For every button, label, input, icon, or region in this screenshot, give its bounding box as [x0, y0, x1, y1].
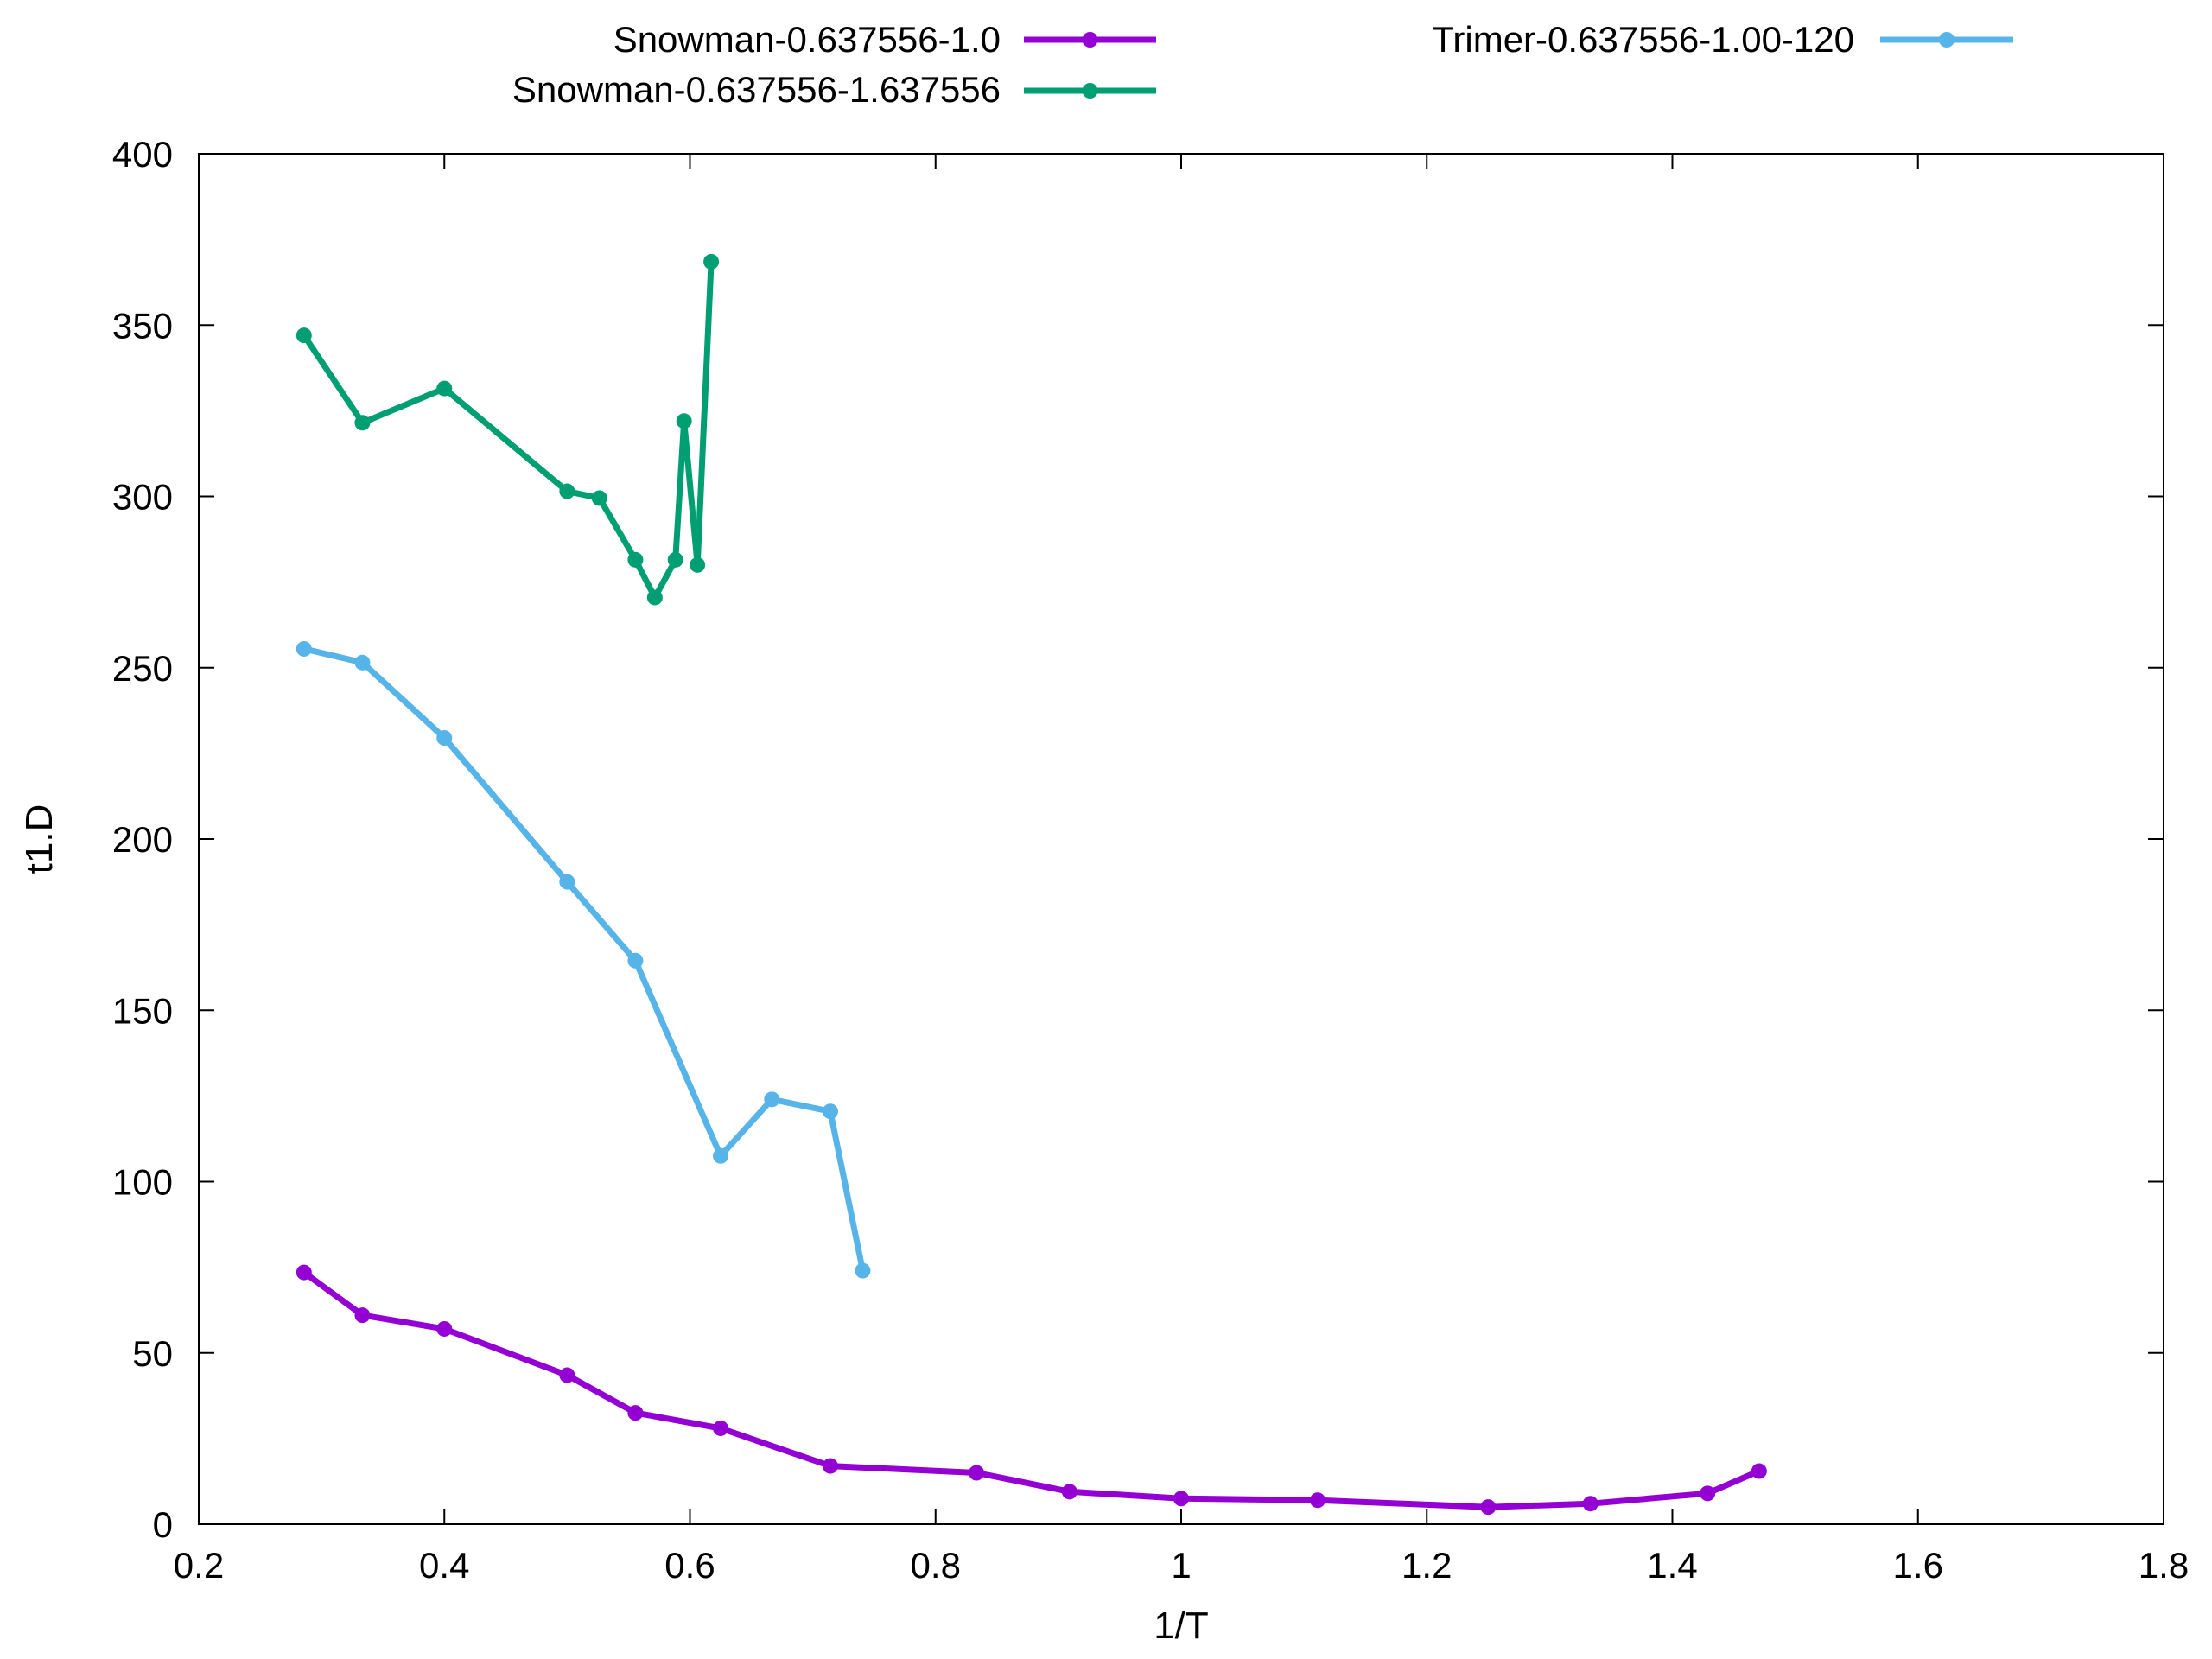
legend-label: Snowman-0.637556-1.0	[613, 19, 1001, 60]
data-point	[627, 551, 644, 568]
data-point	[1480, 1499, 1497, 1516]
series-3	[296, 640, 871, 1279]
data-point	[855, 1262, 871, 1279]
series-1	[296, 1264, 1767, 1516]
data-point	[969, 1465, 985, 1481]
legend-entry: Snowman-0.637556-1.637556	[512, 69, 1156, 110]
data-point	[354, 654, 371, 671]
y-axis-title: t1.D	[18, 804, 60, 874]
x-tick-label: 0.6	[664, 1545, 715, 1586]
data-point	[690, 556, 706, 573]
data-point	[1061, 1484, 1077, 1500]
data-point	[1751, 1463, 1767, 1479]
y-axis: 0 50 100 150 200 250 300 350 400	[112, 134, 2164, 1545]
y-tick-label: 0	[153, 1504, 173, 1545]
data-point	[713, 1420, 729, 1436]
data-point	[1582, 1496, 1599, 1512]
x-tick-label: 0.4	[419, 1545, 469, 1586]
y-tick-label: 400	[112, 134, 173, 175]
data-point	[296, 640, 312, 657]
data-point	[667, 551, 683, 568]
data-point	[676, 413, 692, 429]
data-point	[703, 253, 720, 270]
data-point	[591, 490, 607, 506]
legend-label: Snowman-0.637556-1.637556	[512, 69, 1001, 110]
data-point	[627, 952, 644, 969]
data-point	[713, 1147, 729, 1164]
x-tick-label: 1.2	[1402, 1545, 1452, 1586]
legend-entry: Snowman-0.637556-1.0	[613, 19, 1156, 60]
y-tick-label: 50	[132, 1333, 173, 1374]
legend-swatch-marker	[1082, 83, 1098, 99]
y-tick-label: 250	[112, 648, 173, 689]
legend-entry: Trimer-0.637556-1.00-120	[1432, 19, 2013, 60]
series-2	[296, 253, 720, 606]
x-tick-label: 1.4	[1647, 1545, 1697, 1586]
y-tick-label: 200	[112, 819, 173, 860]
data-point	[822, 1458, 838, 1474]
y-tick-label: 100	[112, 1162, 173, 1203]
x-tick-label: 1.6	[1893, 1545, 1943, 1586]
data-point	[559, 483, 575, 499]
data-point	[1309, 1492, 1325, 1509]
data-point	[764, 1091, 780, 1108]
x-tick-label: 1	[1171, 1545, 1191, 1586]
data-point	[822, 1103, 838, 1120]
data-point	[559, 874, 575, 890]
y-tick-label: 350	[112, 305, 173, 346]
series-layer	[296, 253, 1767, 1516]
data-point	[296, 1264, 312, 1281]
legend: Snowman-0.637556-1.0 Snowman-0.637556-1.6…	[512, 19, 2013, 110]
x-tick-label: 0.8	[911, 1545, 961, 1586]
x-tick-label: 1.8	[2139, 1545, 2189, 1586]
x-tick-label: 0.2	[174, 1545, 224, 1586]
data-point	[436, 380, 453, 397]
data-point	[296, 327, 312, 344]
legend-swatch-marker	[1939, 32, 1955, 48]
data-point	[559, 1367, 575, 1383]
data-point	[1700, 1485, 1716, 1502]
data-point	[646, 589, 663, 606]
legend-swatch-marker	[1082, 32, 1098, 48]
data-point	[436, 1320, 453, 1337]
x-axis-title: 1/T	[1154, 1605, 1209, 1647]
data-point	[436, 730, 453, 747]
data-point	[354, 1307, 371, 1324]
y-tick-label: 150	[112, 990, 173, 1031]
y-tick-label: 300	[112, 477, 173, 518]
data-point	[627, 1405, 644, 1421]
data-point	[354, 415, 371, 431]
data-point	[1173, 1491, 1189, 1507]
x-axis: 0.2 0.4 0.6 0.8 1 1.2 1.4 1.6 1.8	[174, 154, 2189, 1586]
legend-label: Trimer-0.637556-1.00-120	[1432, 19, 1854, 60]
